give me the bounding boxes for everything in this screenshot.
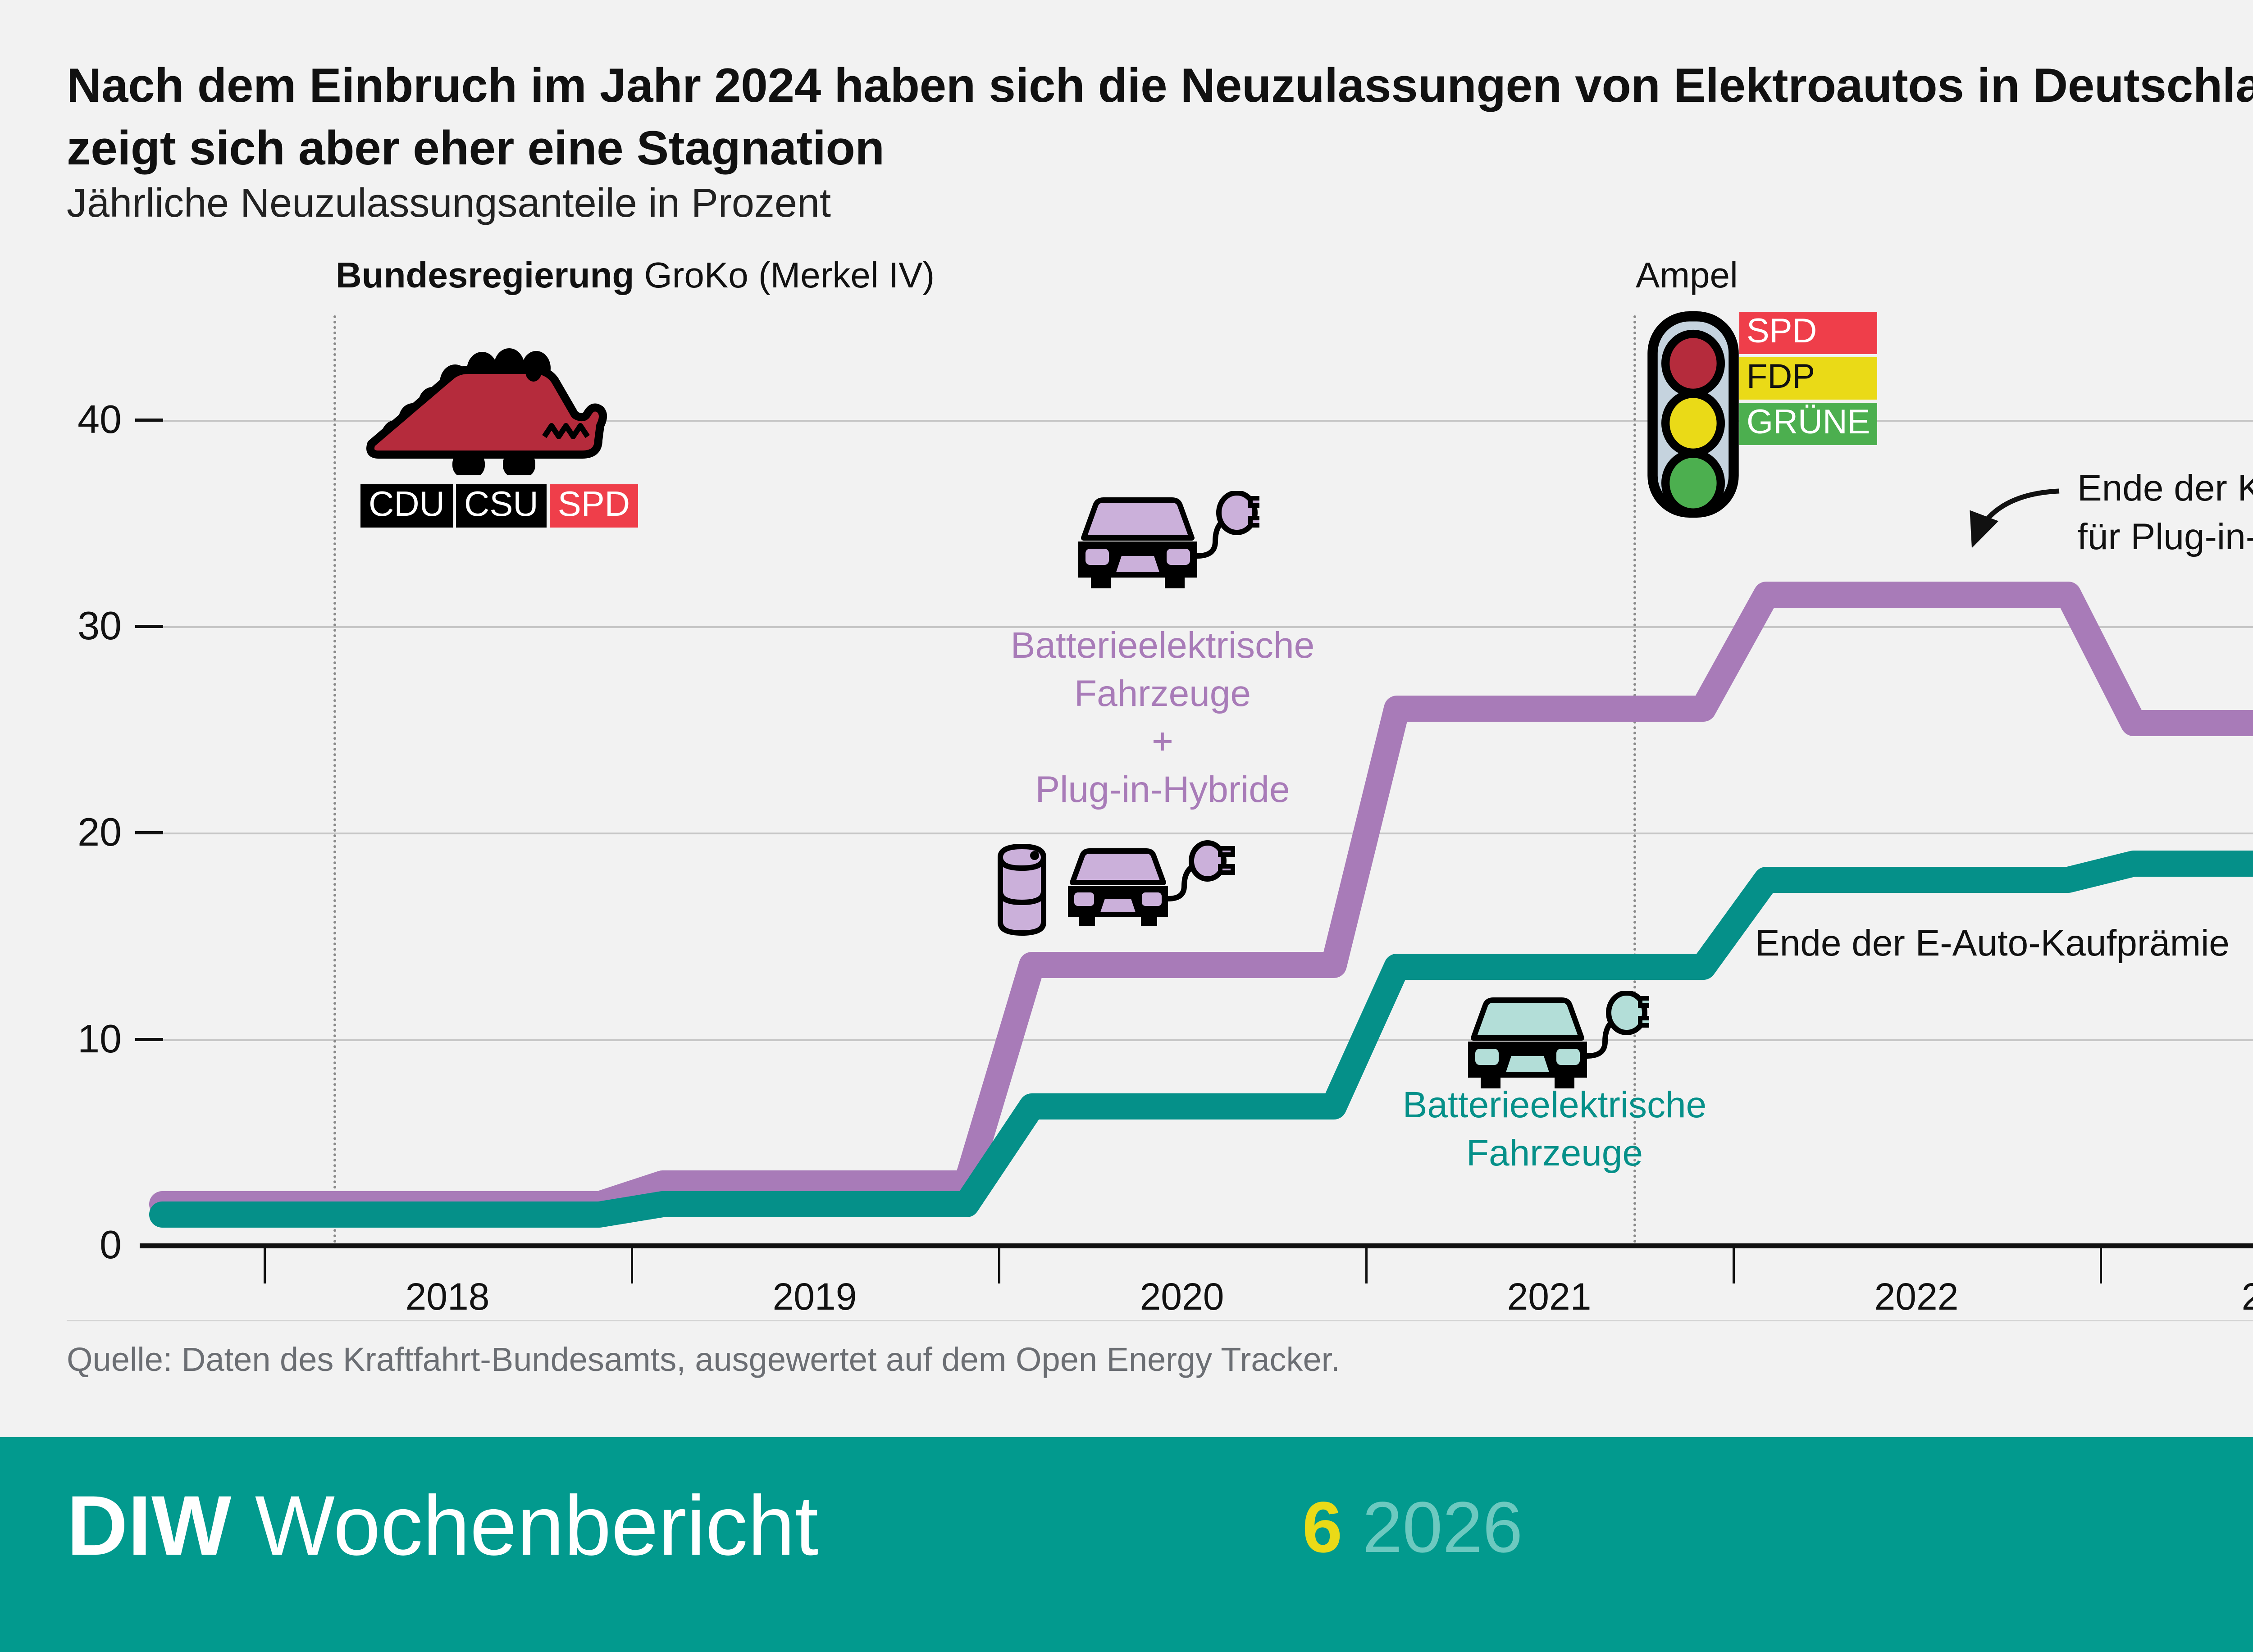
annotation-phev-end-line1: Ende der Kaufprämie (2077, 468, 2253, 509)
crocodile-icon-groko-merkel (366, 348, 607, 475)
ampel-party-labels: SPD FDP GRÜNE (1739, 312, 1878, 445)
party-chip-spd: SPD (549, 484, 639, 528)
y-tick-label-10: 10 (78, 1016, 122, 1061)
fuel-drum-electric-car-plug-icon (998, 840, 1235, 936)
x-tick-0 (264, 1248, 266, 1283)
party-chip-csu: CSU (456, 484, 547, 528)
gov-label-ampel: Ampel (1636, 255, 1738, 296)
gov-label-ampel-name: Ampel (1636, 255, 1738, 295)
title-line-1: Nach dem Einbruch im Jahr 2024 haben sic… (67, 58, 2253, 112)
electric-car-plug-icon-teal (1468, 991, 1649, 1088)
party-chip-spd-ampel: SPD (1739, 312, 1878, 354)
series-label-bev: Batterieelektrische Fahrzeuge (1316, 1081, 1793, 1177)
x-tick-label-2021: 2021 (1507, 1275, 1592, 1318)
page-title: Nach dem Einbruch im Jahr 2024 haben sic… (67, 54, 2253, 179)
gov-marker-line-ampel (1633, 315, 1636, 1243)
x-tick-5 (2100, 1248, 2102, 1283)
traffic-light-icon (1647, 311, 1739, 518)
source-note: Quelle: Daten des Kraftfahrt-Bundesamts,… (67, 1341, 1340, 1378)
banner-issue: 6 2026 (1302, 1486, 1523, 1569)
annotation-arrows (1970, 488, 2060, 548)
banner-issue-year: 2026 (1362, 1487, 1523, 1567)
y-tick-label-40: 40 (78, 397, 122, 441)
gridline-30 (140, 626, 2253, 628)
banner-brand-light: Wochenbericht (231, 1478, 819, 1573)
annotation-bev-end-line1: Ende der E-Auto-Kaufprämie (1755, 923, 2230, 964)
x-tick-label-2023: 2023 (2241, 1275, 2253, 1318)
electric-car-plug-icon-purple-top (1078, 491, 1259, 588)
y-tick-dash-40 (135, 419, 163, 422)
series-path-bev (149, 851, 2253, 1228)
annotation-bev-end: Ende der E-Auto-Kaufprämie (1755, 919, 2230, 968)
diw-banner: DIW Wochenbericht 6 2026 DIW BERLIN (0, 1437, 2253, 1652)
y-tick-label-30: 30 (78, 603, 122, 648)
party-chip-cdu: CDU (360, 484, 453, 528)
banner-brand-bold: DIW (67, 1478, 232, 1573)
x-tick-label-2022: 2022 (1874, 1275, 1959, 1318)
series-label-bev-phev-line1: Batterieelektrische (1010, 625, 1315, 666)
y-tick-label-0: 0 (100, 1222, 122, 1267)
x-tick-label-2020: 2020 (1140, 1275, 1224, 1318)
series-label-bev-phev-plus: + (1152, 721, 1173, 762)
series-label-bev-phev: Batterieelektrische Fahrzeuge + Plug-in-… (924, 622, 1401, 814)
title-line-2: zeigt sich aber eher eine Stagnation (67, 121, 885, 175)
annotation-phev-end-line2: für Plug-in-Hybride (2077, 516, 2253, 558)
footer-divider (67, 1320, 2253, 1321)
party-chip-gruene: GRÜNE (1739, 403, 1878, 445)
y-tick-dash-30 (135, 625, 163, 628)
x-axis-line (140, 1243, 2253, 1248)
gov-label-groko-merkel-prefix: Bundesregierung (336, 255, 644, 295)
series-label-bev-line2: Fahrzeuge (1466, 1132, 1643, 1174)
x-tick-2 (998, 1248, 1000, 1283)
x-tick-1 (631, 1248, 633, 1283)
y-tick-dash-10 (135, 1038, 163, 1041)
x-tick-label-2018: 2018 (405, 1275, 490, 1318)
page-subtitle: Jährliche Neuzulassungsanteile in Prozen… (67, 181, 831, 226)
x-tick-3 (1365, 1248, 1368, 1283)
chart-plot-area: 40 30 20 10 0 2018 2019 2020 2021 2022 2… (78, 255, 2253, 1318)
gov-label-groko-merkel: Bundesregierung GroKo (Merkel IV) (336, 255, 935, 296)
gov-marker-line-groko-merkel (333, 315, 336, 1243)
y-tick-dash-20 (135, 831, 163, 834)
arrow-phev-end (1970, 488, 2060, 548)
party-bar-groko-merkel: CDU CSU SPD (360, 484, 639, 528)
party-chip-fdp: FDP (1739, 357, 1878, 400)
annotation-phev-end: Ende der Kaufprämie für Plug-in-Hybride (2077, 464, 2253, 561)
gridline-20 (140, 833, 2253, 834)
series-label-bev-line1: Batterieelektrische (1402, 1084, 1707, 1125)
gridline-40 (140, 420, 2253, 422)
series-label-bev-phev-line4: Plug-in-Hybride (1035, 769, 1290, 810)
x-tick-4 (1733, 1248, 1735, 1283)
series-lines (149, 582, 2253, 1228)
banner-brand: DIW Wochenbericht (67, 1477, 818, 1574)
gridline-10 (140, 1039, 2253, 1041)
gov-label-groko-merkel-name: GroKo (Merkel IV) (644, 255, 935, 295)
banner-issue-number: 6 (1302, 1487, 1342, 1567)
series-label-bev-phev-line2: Fahrzeuge (1074, 673, 1251, 714)
y-tick-label-20: 20 (78, 810, 122, 854)
series-path-bev-phev (149, 582, 2253, 1217)
x-tick-label-2019: 2019 (772, 1275, 857, 1318)
